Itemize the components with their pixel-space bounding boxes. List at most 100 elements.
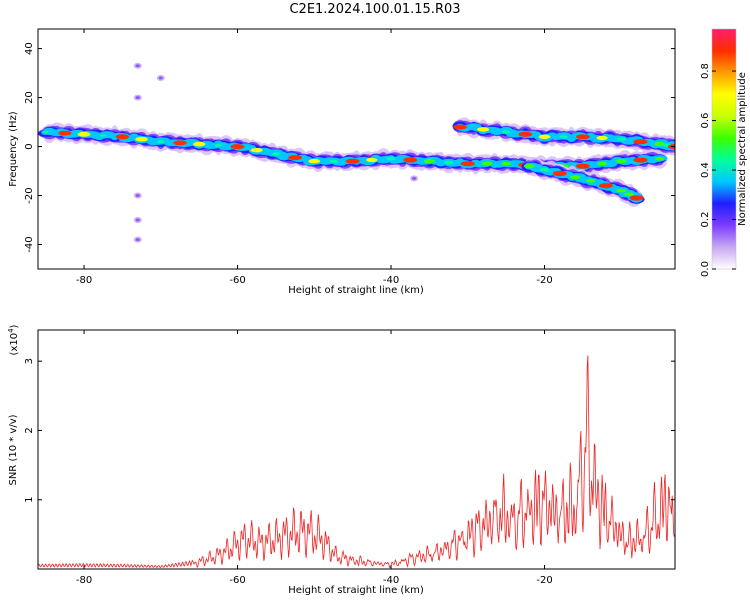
snr-y-scale: (x104) xyxy=(7,324,20,355)
spectrogram-spot-core xyxy=(412,176,417,180)
spectrogram-y-tick-label: 40 xyxy=(24,42,35,55)
spectrogram-spot-core xyxy=(135,194,140,197)
snr-y-tick-label: 3 xyxy=(24,358,35,364)
spectrogram-peak xyxy=(616,188,627,193)
spectrogram-peak xyxy=(598,183,613,189)
spectrogram-peak xyxy=(100,134,107,137)
snr-x-label: Height of straight line (km) xyxy=(288,585,424,596)
spectrogram-peak xyxy=(633,139,648,145)
spectrogram-peak xyxy=(444,160,454,165)
snr-y-scale-exp: 4 xyxy=(7,328,15,333)
spectrogram-x-tick-label: -20 xyxy=(536,275,552,286)
spectrogram-frame xyxy=(37,28,676,270)
spectrogram-peak xyxy=(250,148,263,153)
spectrogram-spot-core xyxy=(135,218,140,222)
snr-x-tick-label: -80 xyxy=(76,575,92,586)
spectrogram-peak xyxy=(272,152,280,156)
spectrogram-peak xyxy=(655,157,665,161)
snr-y-tick-label: 1 xyxy=(24,497,35,503)
spectrogram-peak xyxy=(518,131,533,137)
spectrogram-peak xyxy=(403,157,418,163)
spectrogram-peak xyxy=(345,158,360,164)
spectrogram-peak xyxy=(477,127,490,132)
colorbar-tick-label: 0.6 xyxy=(700,113,711,129)
spectrogram-peak xyxy=(42,130,49,134)
spectrogram-y-tick-label: -20 xyxy=(24,187,35,203)
spectrogram-spot-core xyxy=(135,96,140,99)
spectrogram-x-tick-label: -40 xyxy=(383,275,399,286)
spectrogram-peak xyxy=(616,137,626,141)
spectrogram-peak xyxy=(135,136,148,142)
spectrogram-peak xyxy=(173,140,187,146)
spectrogram-peak xyxy=(115,134,129,140)
spectrogram-peak xyxy=(616,159,627,164)
spectrogram-spot-core xyxy=(135,64,140,68)
snr-series-line xyxy=(38,355,675,569)
spectrogram-peak xyxy=(624,192,634,197)
spectrogram-peak xyxy=(423,159,435,164)
snr-x-tick-label: -40 xyxy=(383,575,399,586)
spectrogram-spot-core xyxy=(158,76,163,80)
colorbar-ticks: 0.0 0.2 0.4 0.6 0.8 xyxy=(700,63,736,277)
spectrogram-x-label: Height of straight line (km) xyxy=(288,285,424,296)
spectrogram-peak xyxy=(214,143,223,147)
spectrogram-ticks: -80 -60 -40 -20 40 20 0 -20 -40 xyxy=(24,29,675,286)
spectrogram-peak xyxy=(523,164,535,169)
svg-text:(x104): (x104) xyxy=(7,324,20,355)
snr-panel: -80 -60 -40 -20 1 2 3 Height of straight line … xyxy=(7,324,676,596)
snr-y-scale-base: (x10 xyxy=(9,333,20,356)
spectrogram-peak xyxy=(157,140,165,144)
spectrogram-peak xyxy=(308,159,321,164)
spectrogram-peak xyxy=(453,124,467,130)
spectrogram-y-tick-label: 0 xyxy=(24,143,35,149)
snr-y-label: SNR (10 * v/v) xyxy=(8,414,19,485)
spectrogram-peak xyxy=(575,163,590,169)
spectrogram-y-tick-label: -40 xyxy=(24,236,35,252)
snr-y-tick-label: 2 xyxy=(24,427,35,433)
colorbar-tick-label: 0.2 xyxy=(700,212,711,228)
spectrogram-y-label: Frequency (Hz) xyxy=(8,111,19,187)
spectrogram-peak xyxy=(654,142,666,147)
spectrogram-peak xyxy=(597,161,607,166)
spectrogram-heatmap xyxy=(38,62,675,243)
colorbar-tick-label: 0.8 xyxy=(700,63,711,79)
spectrogram-peak xyxy=(629,195,644,201)
spectrogram-panel: -80 -60 -40 -20 40 20 0 -20 -40 Height of straig… xyxy=(8,28,676,296)
figure-title: C2E1.2024.100.01.15.R03 xyxy=(289,2,461,17)
snr-x-tick-label: -20 xyxy=(536,575,552,586)
spectrogram-peak xyxy=(460,161,475,167)
spectrogram-peak xyxy=(539,168,550,172)
snr-plot-area xyxy=(38,330,675,569)
spectrogram-peak xyxy=(552,170,567,177)
spectrogram-peak xyxy=(193,141,206,147)
spectrogram-peak xyxy=(288,155,302,161)
snr-ticks: -80 -60 -40 -20 1 2 3 xyxy=(24,330,675,586)
snr-frame xyxy=(37,329,676,570)
spectrogram-peak xyxy=(77,131,91,137)
snr-x-tick-label: -60 xyxy=(229,575,245,586)
spectrogram-peak xyxy=(633,157,648,163)
spectrogram-spot-core xyxy=(135,238,140,242)
colorbar: 0.0 0.2 0.4 0.6 0.8 Normalized spectral ampl… xyxy=(700,28,748,277)
spectrogram-peak xyxy=(501,161,512,166)
spectrogram-peak xyxy=(559,135,568,139)
spectrogram-peak xyxy=(538,134,551,139)
spectrogram-peak xyxy=(58,130,72,136)
spectrogram-peak xyxy=(585,179,596,183)
spectrogram-peak xyxy=(329,159,338,163)
spectrogram-y-tick-label: 20 xyxy=(24,91,35,104)
colorbar-tick-label: 0.0 xyxy=(700,261,711,277)
colorbar-gradient xyxy=(712,29,736,269)
spectrogram-peak xyxy=(366,157,378,163)
colorbar-tick-label: 0.4 xyxy=(700,162,711,178)
spectrogram-plot-area xyxy=(38,29,675,269)
colorbar-frame xyxy=(711,28,737,270)
spectrogram-peak xyxy=(386,157,396,161)
spectrogram-peak xyxy=(230,144,245,150)
spectrogram-peak xyxy=(596,135,608,141)
spectrogram-x-tick-label: -60 xyxy=(229,275,245,286)
spectrogram-peak xyxy=(576,134,590,140)
spectrogram-peak xyxy=(569,175,581,180)
